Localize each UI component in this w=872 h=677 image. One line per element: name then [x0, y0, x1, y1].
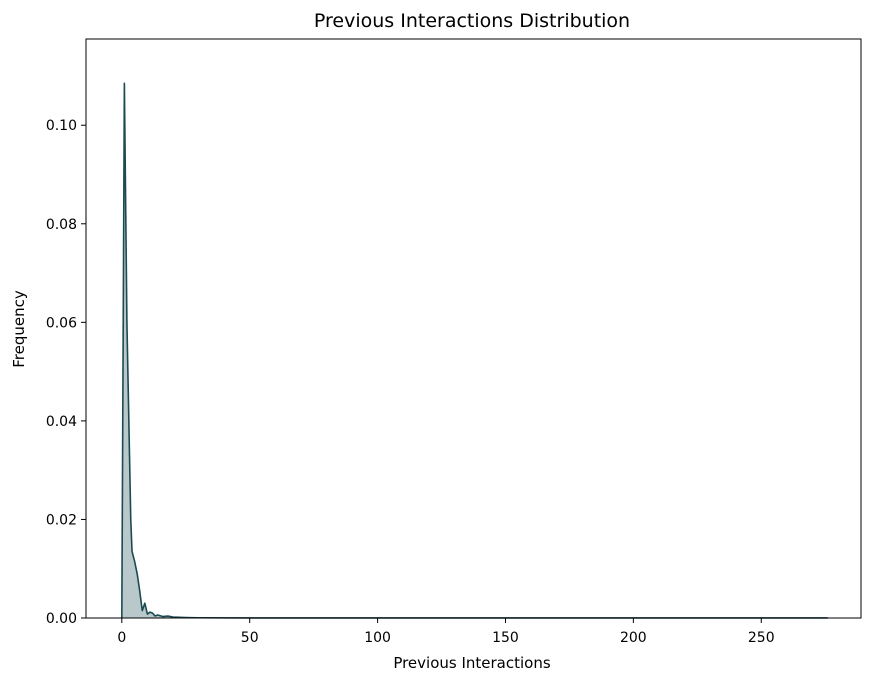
x-tick-label: 0 — [117, 630, 126, 646]
x-tick-label: 200 — [620, 630, 647, 646]
y-tick-label: 0.04 — [46, 414, 77, 430]
y-tick-label: 0.02 — [46, 512, 77, 528]
y-tick-label: 0.10 — [46, 118, 77, 134]
y-tick-label: 0.00 — [46, 611, 77, 627]
y-tick-label: 0.08 — [46, 217, 77, 233]
x-tick-label: 250 — [748, 630, 775, 646]
density-area — [121, 83, 828, 619]
plot-area — [121, 82, 828, 619]
x-tick-label: 100 — [364, 630, 391, 646]
x-axis: 0 50 100 150 200 250 — [117, 618, 775, 646]
y-axis: 0.00 0.02 0.04 0.06 0.08 0.10 — [46, 118, 86, 627]
density-line — [121, 82, 828, 619]
chart-title: Previous Interactions Distribution — [314, 10, 630, 32]
x-axis-label: Previous Interactions — [393, 654, 551, 672]
x-tick-label: 150 — [492, 630, 519, 646]
plot-frame — [85, 38, 862, 619]
y-axis-label: Frequency — [10, 290, 28, 368]
y-tick-label: 0.06 — [46, 315, 77, 331]
x-tick-label: 50 — [241, 630, 259, 646]
